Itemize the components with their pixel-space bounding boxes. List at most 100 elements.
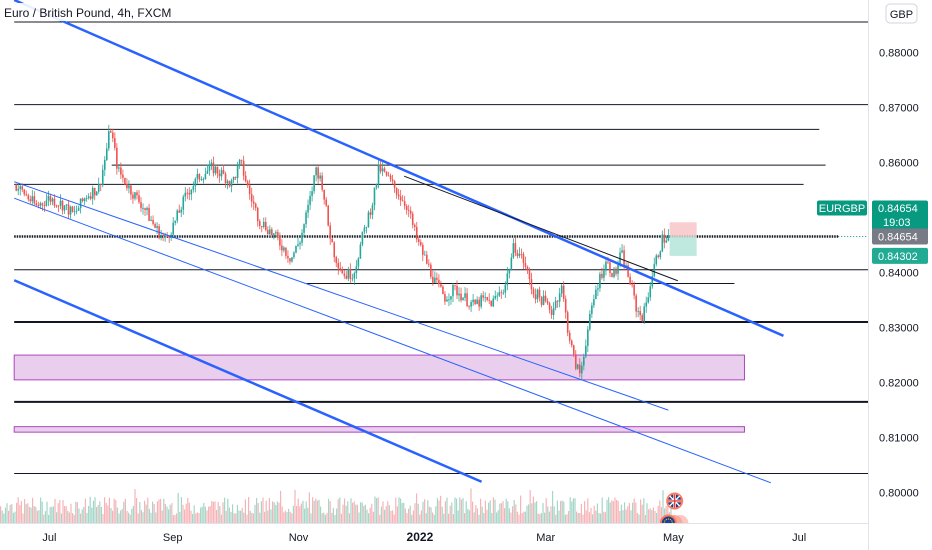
volume-bar (296, 505, 298, 523)
volume-bar (153, 504, 155, 523)
candle-body (371, 205, 374, 215)
candle-body (67, 204, 70, 215)
volume-bar (576, 511, 578, 523)
volume-bar (134, 489, 136, 523)
volume-bar (99, 501, 101, 523)
volume-bar (358, 512, 360, 523)
volume-bar (313, 500, 315, 523)
demand-zone-2[interactable] (13, 426, 745, 433)
eu-star (670, 526, 671, 527)
candle-body (79, 198, 82, 209)
volume-bar (171, 503, 173, 523)
volume-bar (120, 510, 122, 523)
volume-bar (395, 497, 397, 523)
candle-body (140, 202, 142, 209)
volume-bar (182, 504, 184, 523)
volume-bar (504, 508, 506, 523)
time-tick-label: Mar (536, 532, 555, 544)
candle-body (154, 223, 156, 228)
volume-bar (57, 503, 59, 523)
demand-zone-1[interactable] (13, 354, 745, 381)
volume-bar (3, 513, 5, 523)
candle-body (118, 167, 120, 169)
candle-body (188, 193, 191, 195)
volume-bar (436, 498, 438, 523)
volume-bar (377, 497, 379, 523)
volume-histogram (0, 488, 672, 523)
candle-body (73, 211, 76, 213)
candle-body (391, 179, 394, 182)
volume-bar (208, 506, 210, 523)
time-tick-label: Nov (289, 532, 309, 544)
volume-bar (475, 505, 477, 523)
position-stop-zone[interactable] (669, 222, 697, 237)
candle-body (633, 284, 635, 296)
volume-bar (545, 498, 547, 523)
trendline-pennant-top[interactable] (403, 175, 678, 282)
candle-body (544, 295, 547, 301)
candle-body (486, 297, 489, 300)
candlestick-series[interactable] (15, 124, 670, 380)
volume-bar (638, 514, 640, 523)
candle-body (254, 203, 257, 208)
volume-bar (267, 510, 269, 523)
trendline-channel-mid[interactable] (14, 181, 669, 411)
candle-body (262, 221, 265, 227)
candle-body (206, 170, 209, 174)
volume-bar (443, 513, 445, 523)
volume-bar (404, 508, 406, 523)
volume-bar (384, 509, 386, 523)
price-tick-label: 0.82000 (879, 378, 919, 390)
plot-area[interactable] (0, 0, 932, 532)
volume-bar (400, 498, 402, 523)
volume-bar (131, 508, 133, 523)
eu-flag-icon[interactable] (659, 514, 689, 532)
candle-body (33, 196, 36, 204)
candle-body (629, 276, 631, 285)
volume-bar (1, 510, 3, 523)
time-tick-label: Sep (163, 532, 183, 544)
trendline-channel-upper[interactable] (13, 0, 784, 337)
volume-bar (540, 513, 542, 523)
price-axis[interactable]: 0.880000.870000.860000.850000.840000.830… (879, 47, 919, 499)
volume-bar (412, 510, 414, 523)
volume-bar (94, 497, 96, 523)
trendline-channel-lower-thin[interactable] (14, 197, 772, 484)
price-line-badge (872, 228, 928, 245)
volume-bar (368, 513, 370, 523)
volume-bar (244, 499, 246, 523)
volume-bar (225, 510, 227, 523)
volume-bar (294, 489, 296, 523)
candle-body (279, 237, 281, 246)
candle-body (357, 258, 360, 267)
candle-body (25, 194, 28, 196)
currency-button[interactable]: GBP (885, 3, 918, 24)
candle-body (556, 300, 559, 302)
candle-body (516, 252, 519, 256)
uk-flag-icon[interactable] (666, 492, 684, 510)
volume-bar (168, 509, 170, 523)
price-tick-label: 0.87000 (879, 102, 919, 114)
volume-bar (116, 507, 118, 523)
volume-bar (496, 512, 498, 523)
volume-bar (574, 498, 576, 523)
candle-body (353, 273, 356, 279)
volume-bar (51, 506, 53, 523)
position-target-zone[interactable] (669, 236, 697, 256)
volume-bar (376, 498, 378, 523)
volume-bar (214, 501, 216, 523)
time-axis[interactable]: Jul Sep Nov 2022 Mar May Jul (42, 530, 806, 544)
candle-body (615, 268, 617, 274)
volume-bar (137, 513, 139, 523)
candle-body (146, 207, 148, 211)
candle-body (252, 201, 255, 204)
candle-body (291, 257, 293, 262)
volume-bar (0, 506, 2, 523)
volume-bar (516, 511, 518, 523)
volume-bar (291, 513, 293, 523)
volume-bar (35, 506, 37, 523)
volume-bar (43, 514, 45, 523)
trendline-channel-lower-thick[interactable] (13, 279, 483, 483)
